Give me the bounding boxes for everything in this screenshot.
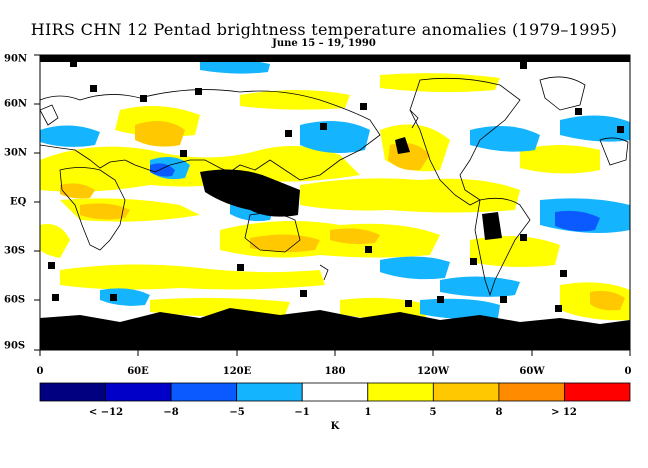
colorbar-swatch-4 xyxy=(301,382,369,402)
lat-label-60n: 60N xyxy=(4,98,28,110)
lon-label-120e: 120E xyxy=(222,366,252,377)
lon-label-0-left: 0 xyxy=(36,366,44,377)
anomaly-field xyxy=(40,55,630,350)
lon-label-60e: 60E xyxy=(127,366,149,377)
colorbar xyxy=(39,382,631,402)
lat-label-eq: EQ xyxy=(10,196,27,208)
colorbar-swatch-3 xyxy=(236,382,303,402)
colorbar-swatch-8 xyxy=(564,382,631,402)
lon-label-0-right: 0 xyxy=(624,366,632,377)
lat-label-30n: 30N xyxy=(4,147,28,159)
map-title: HIRS CHN 12 Pentad brightness temperatur… xyxy=(30,20,618,39)
strong-negative-regions xyxy=(150,163,600,232)
colorbar-label-5: 5 xyxy=(429,407,437,418)
axis-ticks xyxy=(34,54,631,356)
colorbar-swatch-5 xyxy=(367,382,434,402)
lon-label-120w: 120W xyxy=(416,366,450,377)
map-subtitle: June 15 – 19, 1990 xyxy=(272,38,376,49)
lat-label-90s: 90S xyxy=(4,340,26,352)
colorbar-swatch-1 xyxy=(105,382,172,402)
colorbar-label-minus-8: −8 xyxy=(163,407,179,418)
colorbar-label-1: 1 xyxy=(364,407,372,418)
colorbar-label-minus-1: −1 xyxy=(294,407,310,418)
colorbar-label-gt-12: > 12 xyxy=(551,407,577,418)
lon-label-180: 180 xyxy=(324,366,346,377)
lat-label-60s: 60S xyxy=(4,294,26,306)
lat-label-30s: 30S xyxy=(4,245,26,257)
colorbar-swatch-6 xyxy=(432,382,500,402)
colorbar-swatch-7 xyxy=(498,382,565,402)
lat-label-90n: 90N xyxy=(4,53,28,65)
colorbar-swatch-0 xyxy=(39,382,106,402)
colorbar-unit: K xyxy=(330,421,340,432)
colorbar-label-minus-5: −5 xyxy=(229,407,245,418)
lon-label-60w: 60W xyxy=(519,366,545,377)
colorbar-label-lt-12: < −12 xyxy=(88,407,124,418)
coastlines xyxy=(40,76,629,297)
colorbar-swatch-2 xyxy=(170,382,238,402)
negative-anomaly-regions xyxy=(40,59,630,320)
missing-data-regions xyxy=(40,55,630,350)
colorbar-label-8: 8 xyxy=(495,407,503,418)
